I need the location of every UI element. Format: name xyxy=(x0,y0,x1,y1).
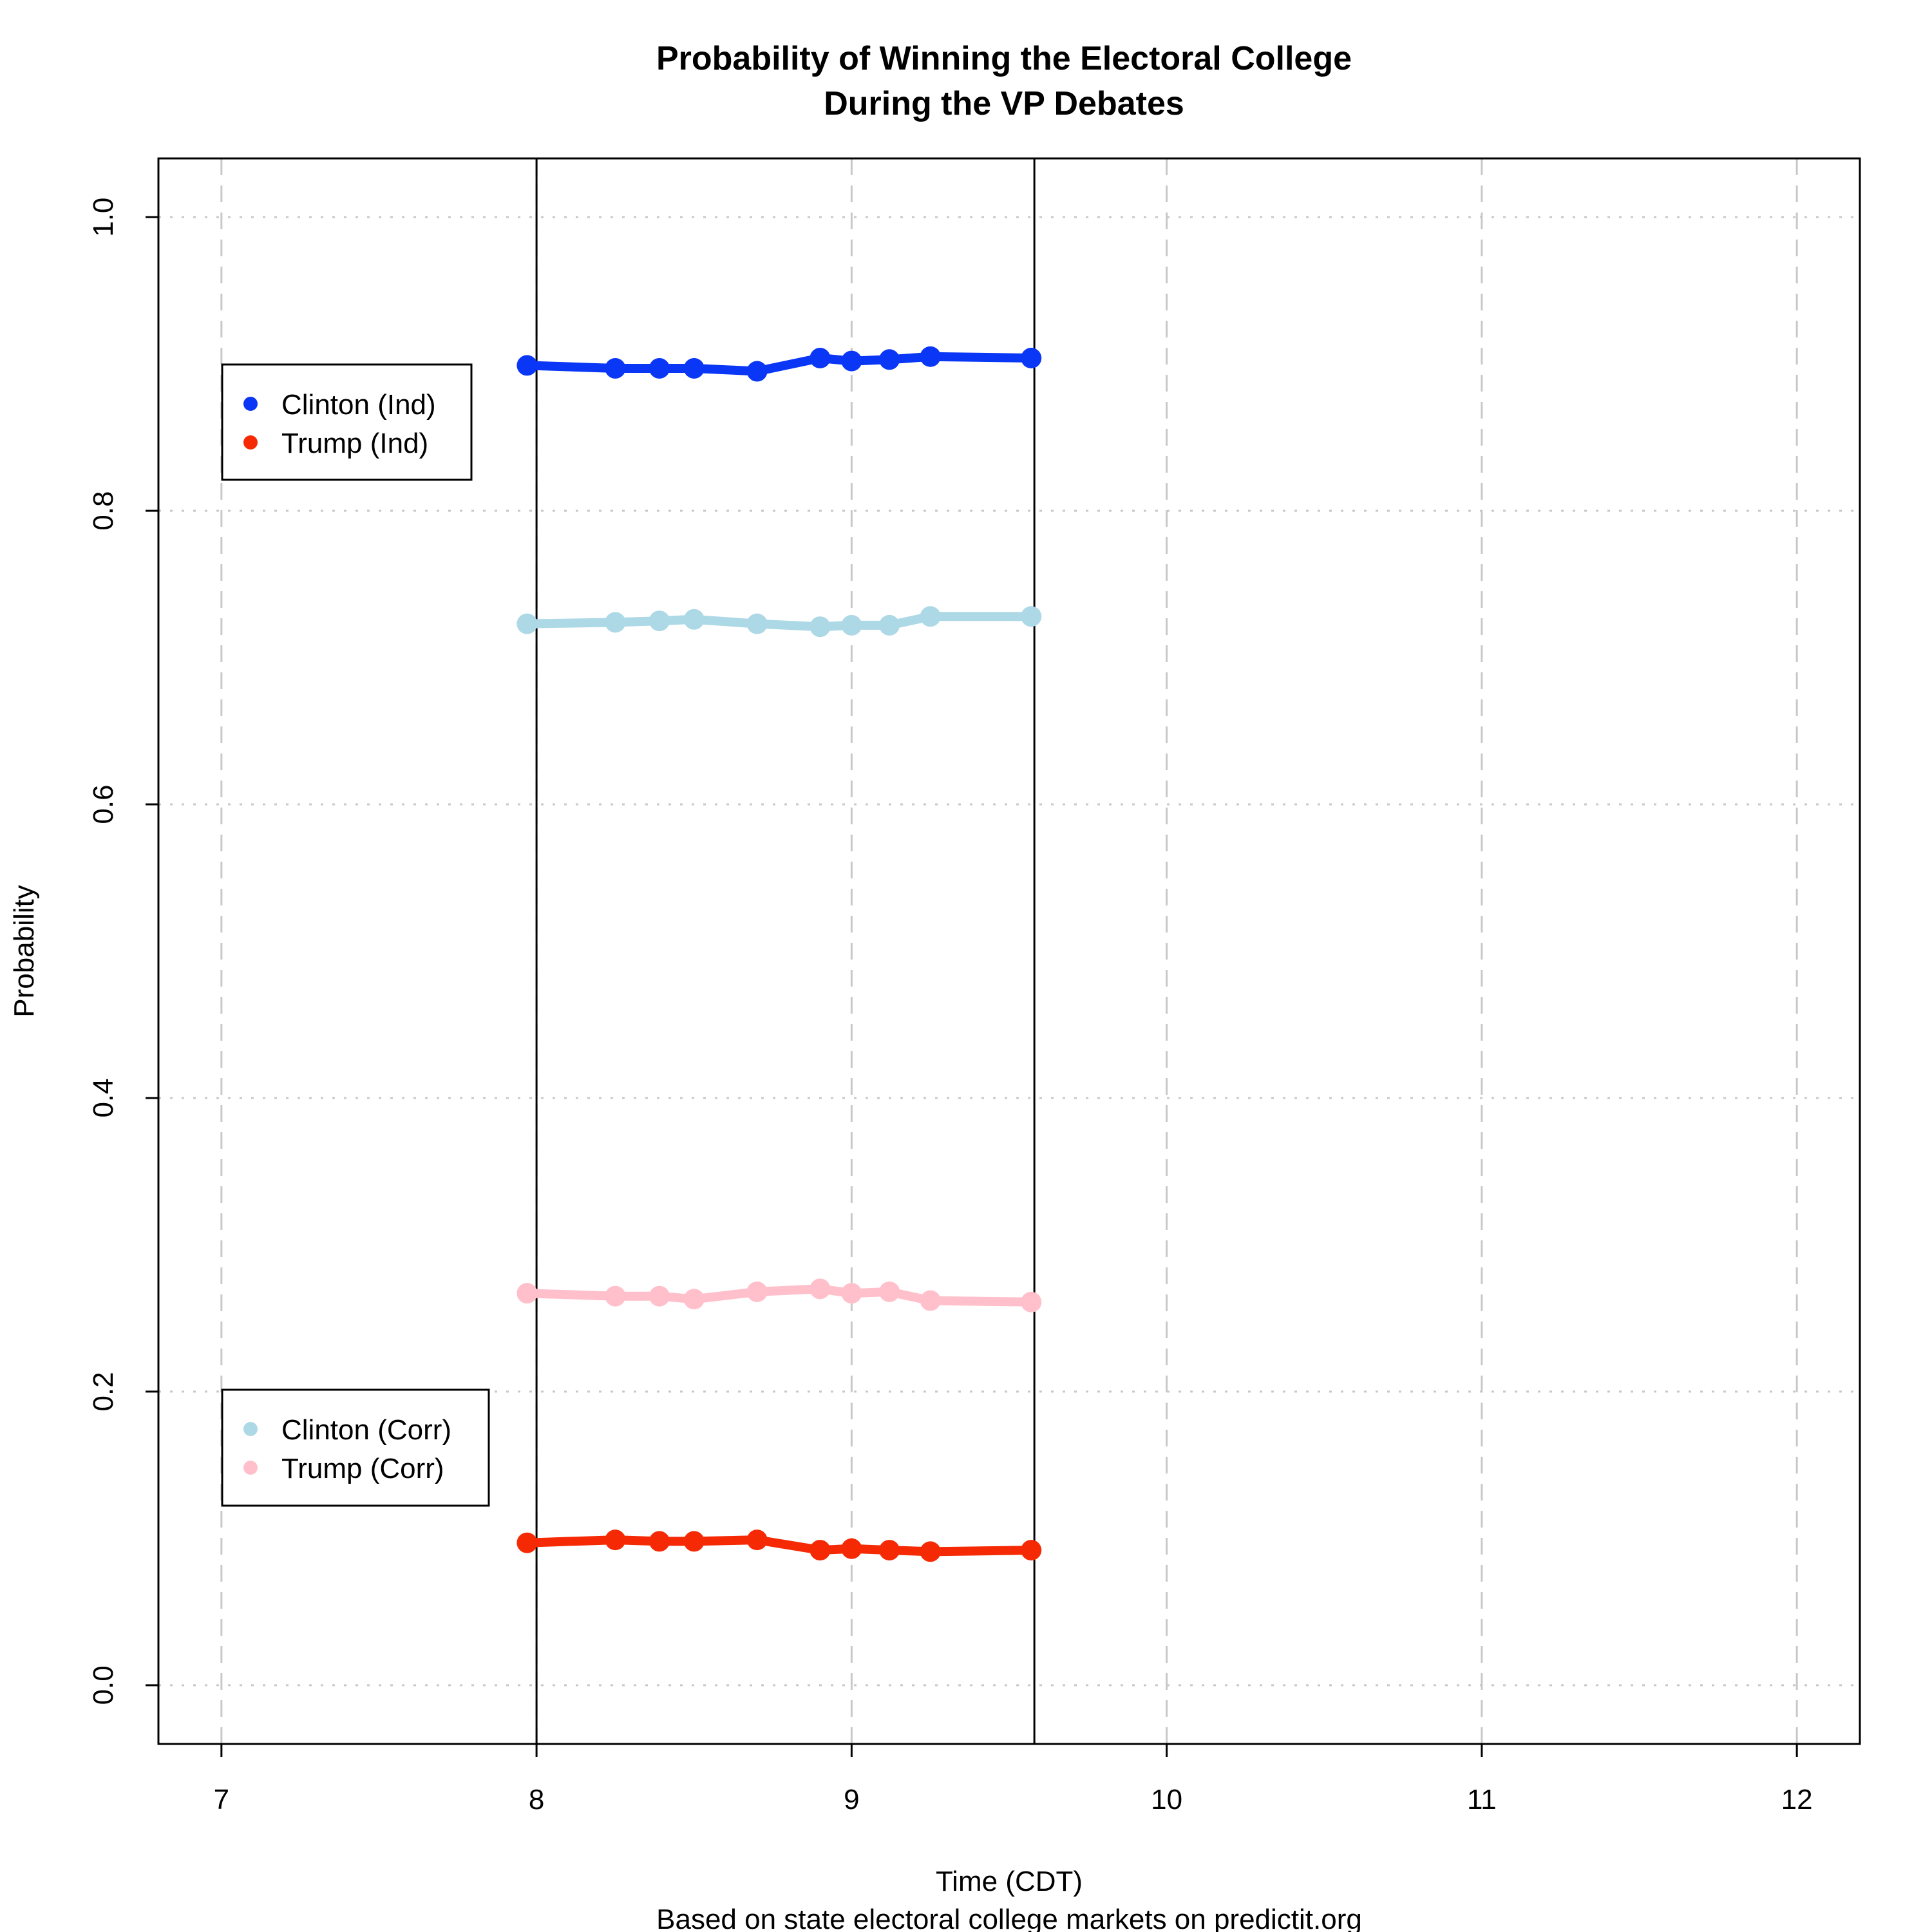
x-tick-label: 9 xyxy=(844,1784,859,1815)
y-tick-label: 0.6 xyxy=(88,784,119,824)
x-tick-label: 11 xyxy=(1467,1784,1497,1815)
x-axis-label: Time (CDT) xyxy=(936,1866,1083,1897)
data-point xyxy=(649,611,670,632)
data-point xyxy=(879,349,900,370)
y-axis: 0.0 0.2 0.4 0.6 0.8 1.0 xyxy=(88,198,158,1705)
y-tick-label: 0.4 xyxy=(88,1078,119,1117)
data-point xyxy=(920,1541,941,1562)
data-point xyxy=(879,614,900,636)
legend-marker xyxy=(243,435,258,450)
plot-frame xyxy=(157,157,1861,1745)
data-point xyxy=(1021,348,1042,369)
legend-box xyxy=(221,363,473,481)
data-point xyxy=(746,1281,768,1302)
data-point xyxy=(746,361,768,382)
data-point xyxy=(516,613,538,634)
chart-caption: Based on state electoral college markets… xyxy=(656,1904,1362,1932)
data-point xyxy=(1021,1540,1042,1561)
series-line xyxy=(522,612,1036,632)
series-line xyxy=(522,1284,1036,1307)
data-point xyxy=(810,348,831,369)
series-trump-corr xyxy=(516,1278,1042,1312)
data-point xyxy=(841,350,862,372)
data-point xyxy=(516,1532,538,1553)
legend-independent: Clinton (Ind) Trump (Ind) xyxy=(221,363,473,481)
legends: Clinton (Ind) Trump (Ind) Clinton (Corr) Tr… xyxy=(221,363,490,1507)
data-point xyxy=(810,1278,831,1300)
data-point xyxy=(879,1540,900,1561)
data-point xyxy=(1021,1291,1042,1312)
chart-title-line-1: Probability of Winning the Electoral Col… xyxy=(656,40,1352,77)
x-tick-label: 10 xyxy=(1151,1784,1182,1815)
data-point xyxy=(683,609,705,630)
data-point xyxy=(920,606,941,627)
series-clinton-corr xyxy=(516,606,1042,638)
legend-box xyxy=(221,1388,490,1507)
y-axis-label: Probability xyxy=(8,885,40,1017)
data-point xyxy=(841,614,862,636)
y-tick-label: 1.0 xyxy=(88,198,119,237)
data-point xyxy=(605,612,626,633)
debate-markers xyxy=(535,158,1036,1744)
data-point xyxy=(516,355,538,376)
x-axis: 7 8 9 10 11 12 xyxy=(214,1744,1813,1815)
data-point xyxy=(516,1283,538,1304)
legend-label: Clinton (Ind) xyxy=(281,389,436,421)
data-point xyxy=(746,1530,768,1551)
data-point xyxy=(810,1540,831,1561)
data-point xyxy=(810,616,831,638)
data-point xyxy=(920,1290,941,1311)
data-point xyxy=(1021,606,1042,627)
data-point xyxy=(649,1531,670,1552)
data-point xyxy=(746,613,768,634)
data-point xyxy=(605,1530,626,1551)
series-layer xyxy=(516,346,1042,1562)
data-point xyxy=(920,346,941,367)
data-point xyxy=(879,1281,900,1302)
legend-marker xyxy=(243,1422,258,1436)
series-clinton-ind xyxy=(516,346,1042,382)
data-point xyxy=(683,1289,705,1310)
series-line xyxy=(522,1535,1036,1557)
y-tick-label: 0.2 xyxy=(88,1372,119,1411)
data-point xyxy=(841,1283,862,1304)
y-tick-label: 0.0 xyxy=(88,1665,119,1705)
legend-label: Trump (Ind) xyxy=(281,428,428,459)
data-point xyxy=(841,1538,862,1559)
legend-label: Trump (Corr) xyxy=(281,1453,444,1484)
series-trump-ind xyxy=(516,1530,1042,1562)
series-line xyxy=(522,352,1036,376)
y-tick-label: 0.8 xyxy=(88,491,119,531)
x-tick-label: 8 xyxy=(529,1784,544,1815)
legend-label: Clinton (Corr) xyxy=(281,1414,451,1446)
data-point xyxy=(683,357,705,379)
data-point xyxy=(683,1531,705,1552)
legend-marker xyxy=(243,397,258,411)
legend-marker xyxy=(243,1461,258,1475)
chart-title-line-2: During the VP Debates xyxy=(824,85,1184,122)
data-point xyxy=(605,1285,626,1307)
data-point xyxy=(649,1285,670,1307)
data-point xyxy=(649,357,670,379)
legend-correlated: Clinton (Corr) Trump (Corr) xyxy=(221,1388,490,1507)
x-tick-label: 7 xyxy=(214,1784,229,1815)
data-point xyxy=(605,357,626,379)
x-tick-label: 12 xyxy=(1781,1784,1813,1815)
